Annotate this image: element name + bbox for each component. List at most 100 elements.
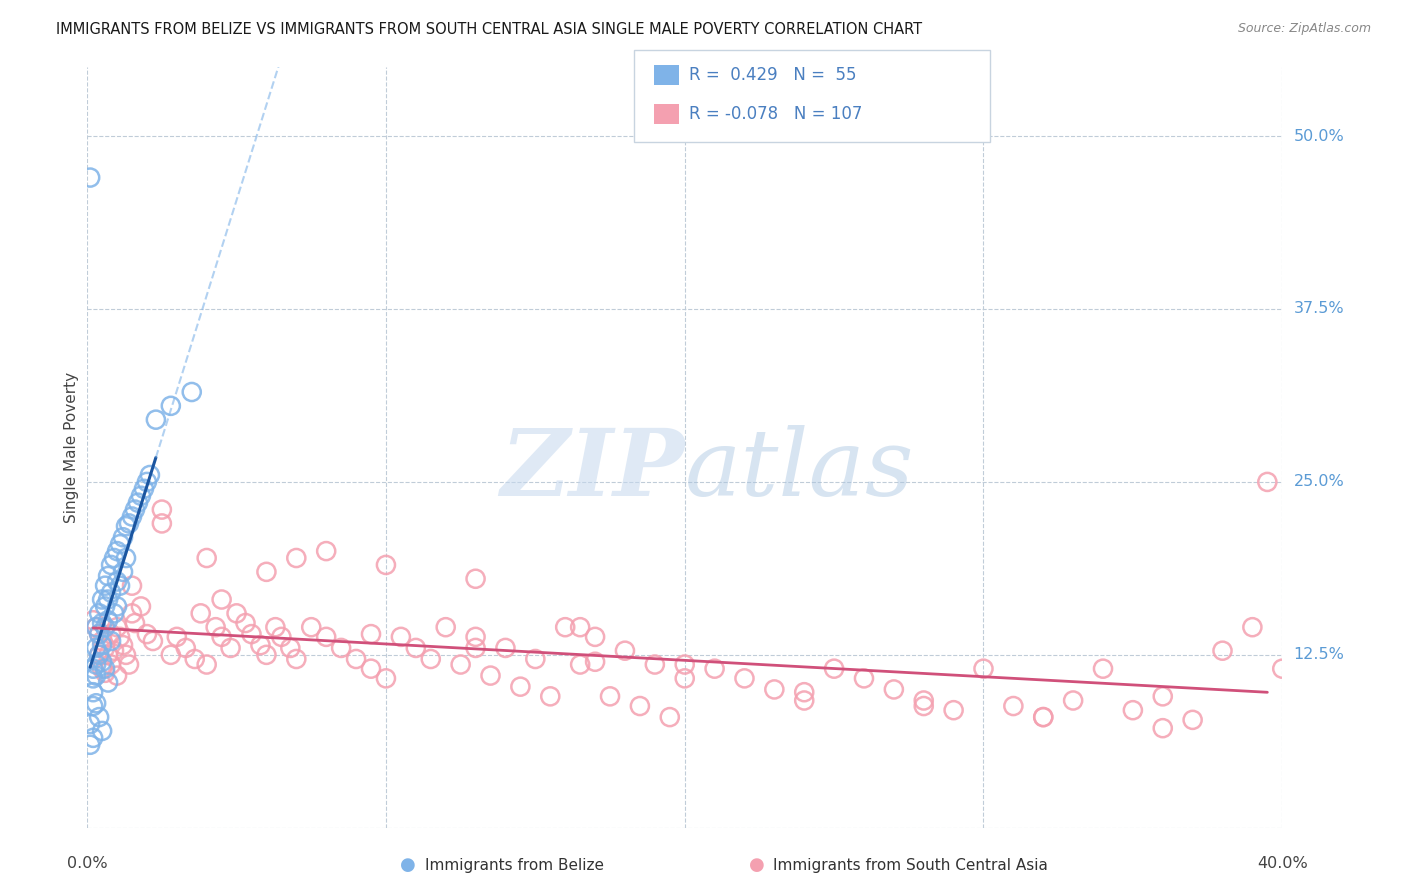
Point: [84, 657, 107, 672]
Point: [84, 668, 107, 682]
Point: [734, 672, 756, 686]
Point: [285, 551, 308, 566]
Point: [1092, 662, 1115, 676]
Point: [1032, 710, 1054, 724]
Point: [823, 662, 845, 676]
Point: [793, 693, 815, 707]
Point: [495, 640, 517, 655]
Point: [285, 652, 308, 666]
Point: [1122, 703, 1144, 717]
Point: [124, 615, 146, 630]
Point: [100, 585, 122, 599]
Point: [190, 607, 212, 621]
Point: [139, 468, 162, 483]
Point: [225, 607, 247, 621]
Point: [127, 496, 149, 510]
Point: [583, 655, 606, 669]
Point: [1181, 713, 1204, 727]
Point: [628, 699, 651, 714]
Point: [235, 615, 257, 630]
Point: [97, 569, 120, 583]
Text: atlas: atlas: [685, 425, 914, 516]
Point: [644, 657, 666, 672]
Point: [569, 657, 592, 672]
Point: [91, 662, 114, 676]
Point: [129, 599, 152, 614]
Point: [280, 640, 302, 655]
Point: [87, 648, 111, 662]
Point: [1002, 699, 1025, 714]
Point: [315, 544, 337, 558]
Point: [108, 579, 131, 593]
Point: [82, 662, 104, 676]
Point: [204, 620, 226, 634]
Point: [105, 544, 128, 558]
Point: [121, 607, 143, 621]
Point: [108, 537, 131, 551]
Point: [174, 640, 197, 655]
Point: [389, 630, 412, 644]
Point: [1256, 475, 1278, 489]
Point: [87, 627, 111, 641]
Point: [703, 662, 725, 676]
Point: [853, 672, 876, 686]
Point: [464, 572, 486, 586]
Point: [118, 516, 141, 531]
Point: [249, 638, 271, 652]
Point: [614, 643, 637, 657]
Point: [91, 592, 114, 607]
Point: [145, 412, 167, 426]
Point: [100, 558, 122, 572]
Point: [129, 489, 152, 503]
Text: Source: ZipAtlas.com: Source: ZipAtlas.com: [1237, 22, 1371, 36]
Point: [554, 620, 576, 634]
Point: [524, 652, 547, 666]
Point: [464, 630, 486, 644]
Point: [105, 574, 128, 589]
Point: [434, 620, 457, 634]
Point: [87, 648, 111, 662]
Point: [673, 657, 696, 672]
Point: [132, 482, 155, 496]
Point: [112, 638, 135, 652]
Point: [97, 592, 120, 607]
Point: [100, 634, 122, 648]
Point: [315, 630, 337, 644]
Point: [360, 662, 382, 676]
Point: [82, 699, 104, 714]
Point: [450, 657, 472, 672]
Point: [264, 620, 287, 634]
Point: [142, 634, 165, 648]
Point: [94, 640, 117, 655]
Point: [103, 551, 125, 566]
Point: [100, 627, 122, 641]
Point: [105, 668, 128, 682]
Point: [330, 640, 353, 655]
Text: Immigrants from South Central Asia: Immigrants from South Central Asia: [773, 858, 1049, 872]
Point: [374, 558, 398, 572]
Point: [105, 620, 128, 634]
Point: [97, 613, 120, 627]
Text: 0.0%: 0.0%: [67, 855, 107, 871]
Point: [419, 652, 441, 666]
Point: [479, 668, 502, 682]
Text: R = -0.078   N = 107: R = -0.078 N = 107: [689, 105, 862, 123]
Point: [195, 657, 218, 672]
Point: [256, 648, 278, 662]
Text: ●: ●: [399, 856, 416, 874]
Point: [100, 657, 122, 672]
Text: ZIP: ZIP: [501, 425, 685, 516]
Point: [912, 693, 935, 707]
Point: [91, 723, 114, 738]
Point: [91, 638, 114, 652]
Point: [115, 551, 138, 566]
Point: [121, 579, 143, 593]
Text: IMMIGRANTS FROM BELIZE VS IMMIGRANTS FROM SOUTH CENTRAL ASIA SINGLE MALE POVERTY: IMMIGRANTS FROM BELIZE VS IMMIGRANTS FRO…: [56, 22, 922, 37]
Text: ●: ●: [748, 856, 765, 874]
Point: [211, 592, 233, 607]
Point: [87, 627, 111, 641]
Point: [219, 640, 242, 655]
Point: [103, 643, 125, 657]
Point: [160, 648, 183, 662]
Point: [912, 699, 935, 714]
